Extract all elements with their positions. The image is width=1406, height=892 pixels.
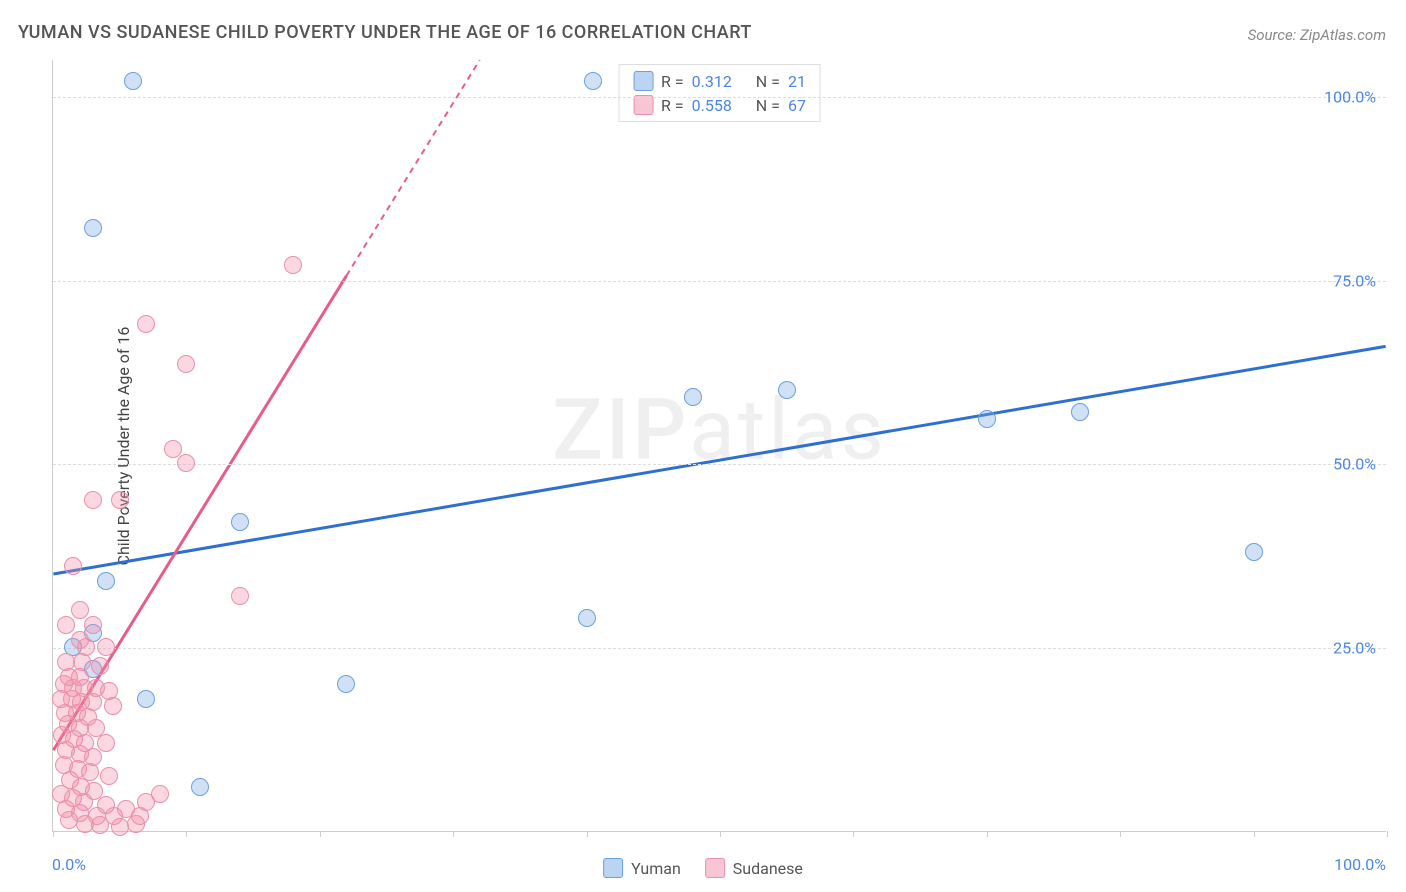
data-point bbox=[124, 72, 142, 90]
chart-title: YUMAN VS SUDANESE CHILD POVERTY UNDER TH… bbox=[18, 22, 752, 43]
data-point bbox=[231, 587, 249, 605]
data-point bbox=[97, 734, 115, 752]
data-point bbox=[91, 657, 109, 675]
legend-item-yuman: Yuman bbox=[603, 858, 681, 878]
data-point bbox=[284, 256, 302, 274]
data-point bbox=[57, 616, 75, 634]
data-point bbox=[64, 557, 82, 575]
x-tick bbox=[1120, 831, 1121, 837]
data-point bbox=[1245, 543, 1263, 561]
data-point bbox=[84, 491, 102, 509]
gridline bbox=[53, 464, 1386, 465]
data-point bbox=[177, 355, 195, 373]
data-point bbox=[137, 315, 155, 333]
data-point bbox=[191, 778, 209, 796]
data-point bbox=[111, 491, 129, 509]
x-tick bbox=[1254, 831, 1255, 837]
series-legend: Yuman Sudanese bbox=[603, 858, 803, 878]
x-tick bbox=[1387, 831, 1388, 837]
x-tick bbox=[587, 831, 588, 837]
data-point bbox=[684, 388, 702, 406]
data-point bbox=[584, 72, 602, 90]
data-point bbox=[337, 675, 355, 693]
y-tick-label: 25.0% bbox=[1333, 639, 1376, 658]
data-point bbox=[71, 601, 89, 619]
gridline bbox=[53, 97, 1386, 98]
data-point bbox=[1071, 403, 1089, 421]
data-point bbox=[151, 785, 169, 803]
data-point bbox=[137, 690, 155, 708]
data-point bbox=[60, 811, 78, 829]
data-point bbox=[231, 513, 249, 531]
gridline bbox=[53, 281, 1386, 282]
x-tick bbox=[53, 831, 54, 837]
x-tick bbox=[720, 831, 721, 837]
data-point bbox=[97, 638, 115, 656]
x-max-label: 100.0% bbox=[1334, 855, 1386, 874]
data-point bbox=[91, 816, 109, 834]
data-point bbox=[164, 440, 182, 458]
data-point bbox=[578, 609, 596, 627]
data-point bbox=[104, 697, 122, 715]
data-point bbox=[84, 219, 102, 237]
data-point bbox=[978, 410, 996, 428]
trend-lines bbox=[53, 60, 1386, 831]
x-tick bbox=[987, 831, 988, 837]
yuman-swatch-icon bbox=[603, 858, 623, 878]
source-label: Source: ZipAtlas.com bbox=[1248, 26, 1386, 44]
plot-area: ZIPatlas R = 0.312 N = 21 R = 0.558 N = … bbox=[52, 60, 1386, 832]
data-point bbox=[84, 616, 102, 634]
y-tick-label: 75.0% bbox=[1333, 271, 1376, 290]
x-tick bbox=[186, 831, 187, 837]
gridline bbox=[53, 648, 1386, 649]
data-point bbox=[778, 381, 796, 399]
x-tick bbox=[320, 831, 321, 837]
y-tick-label: 100.0% bbox=[1324, 87, 1376, 106]
correlation-chart: YUMAN VS SUDANESE CHILD POVERTY UNDER TH… bbox=[0, 0, 1406, 892]
data-point bbox=[97, 572, 115, 590]
y-tick-label: 50.0% bbox=[1333, 455, 1376, 474]
x-min-label: 0.0% bbox=[52, 855, 86, 874]
sudanese-swatch-icon bbox=[705, 858, 725, 878]
legend-item-sudanese: Sudanese bbox=[705, 858, 803, 878]
x-tick bbox=[453, 831, 454, 837]
x-tick bbox=[853, 831, 854, 837]
data-point bbox=[100, 767, 118, 785]
data-point bbox=[127, 815, 145, 833]
data-point bbox=[177, 454, 195, 472]
